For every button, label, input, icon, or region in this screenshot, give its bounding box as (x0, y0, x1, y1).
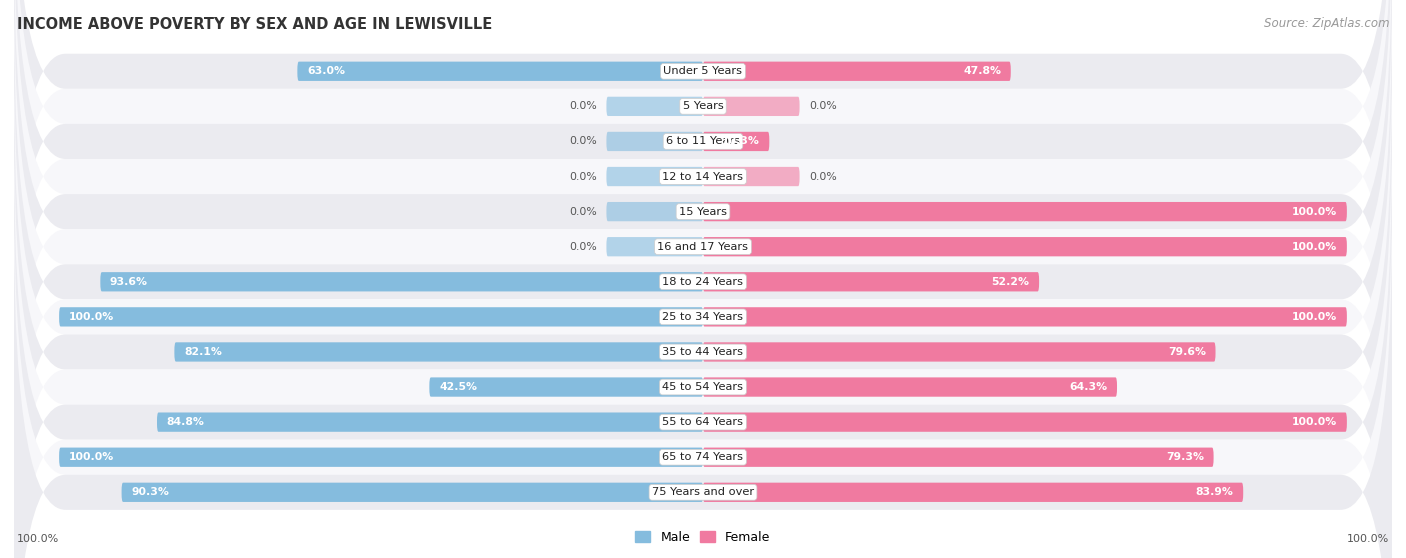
Text: 100.0%: 100.0% (69, 452, 114, 462)
Text: 45 to 54 Years: 45 to 54 Years (662, 382, 744, 392)
FancyBboxPatch shape (157, 412, 703, 432)
Text: 79.6%: 79.6% (1168, 347, 1206, 357)
FancyBboxPatch shape (174, 342, 703, 362)
Text: 64.3%: 64.3% (1069, 382, 1108, 392)
Text: 12 to 14 Years: 12 to 14 Years (662, 171, 744, 181)
FancyBboxPatch shape (606, 97, 703, 116)
FancyBboxPatch shape (703, 237, 1347, 256)
Text: 15 Years: 15 Years (679, 206, 727, 217)
FancyBboxPatch shape (14, 0, 1392, 405)
Text: 100.0%: 100.0% (69, 312, 114, 322)
Text: 35 to 44 Years: 35 to 44 Years (662, 347, 744, 357)
FancyBboxPatch shape (14, 159, 1392, 558)
Text: 42.5%: 42.5% (439, 382, 477, 392)
FancyBboxPatch shape (606, 237, 703, 256)
FancyBboxPatch shape (100, 272, 703, 291)
Text: Under 5 Years: Under 5 Years (664, 66, 742, 76)
FancyBboxPatch shape (703, 342, 1216, 362)
FancyBboxPatch shape (14, 18, 1392, 545)
FancyBboxPatch shape (703, 97, 800, 116)
Legend: Male, Female: Male, Female (630, 526, 776, 549)
Text: 16 and 17 Years: 16 and 17 Years (658, 242, 748, 252)
Text: 100.0%: 100.0% (1292, 206, 1337, 217)
FancyBboxPatch shape (703, 202, 1347, 222)
Text: 47.8%: 47.8% (963, 66, 1001, 76)
FancyBboxPatch shape (703, 272, 1039, 291)
Text: 63.0%: 63.0% (307, 66, 344, 76)
FancyBboxPatch shape (703, 483, 1243, 502)
Text: 55 to 64 Years: 55 to 64 Years (662, 417, 744, 427)
FancyBboxPatch shape (14, 89, 1392, 558)
Text: 52.2%: 52.2% (991, 277, 1029, 287)
Text: 5 Years: 5 Years (683, 102, 723, 112)
FancyBboxPatch shape (297, 61, 703, 81)
FancyBboxPatch shape (59, 448, 703, 467)
Text: 100.0%: 100.0% (1347, 534, 1389, 544)
Text: 18 to 24 Years: 18 to 24 Years (662, 277, 744, 287)
FancyBboxPatch shape (14, 0, 1392, 510)
Text: 0.0%: 0.0% (569, 206, 596, 217)
FancyBboxPatch shape (703, 61, 1011, 81)
Text: 75 Years and over: 75 Years and over (652, 487, 754, 497)
Text: 100.0%: 100.0% (17, 534, 59, 544)
Text: 0.0%: 0.0% (810, 171, 837, 181)
Text: 0.0%: 0.0% (569, 102, 596, 112)
FancyBboxPatch shape (606, 132, 703, 151)
FancyBboxPatch shape (606, 202, 703, 222)
Text: 6 to 11 Years: 6 to 11 Years (666, 137, 740, 146)
FancyBboxPatch shape (14, 0, 1392, 475)
FancyBboxPatch shape (14, 229, 1392, 558)
Text: 0.0%: 0.0% (810, 102, 837, 112)
FancyBboxPatch shape (14, 0, 1392, 440)
Text: 0.0%: 0.0% (569, 171, 596, 181)
Text: 100.0%: 100.0% (1292, 417, 1337, 427)
Text: 65 to 74 Years: 65 to 74 Years (662, 452, 744, 462)
Text: 25 to 34 Years: 25 to 34 Years (662, 312, 744, 322)
FancyBboxPatch shape (703, 412, 1347, 432)
FancyBboxPatch shape (14, 0, 1392, 369)
FancyBboxPatch shape (703, 377, 1116, 397)
Text: 83.9%: 83.9% (1195, 487, 1233, 497)
FancyBboxPatch shape (14, 124, 1392, 558)
FancyBboxPatch shape (606, 167, 703, 186)
Text: 10.3%: 10.3% (721, 137, 759, 146)
FancyBboxPatch shape (703, 132, 769, 151)
FancyBboxPatch shape (121, 483, 703, 502)
Text: 0.0%: 0.0% (569, 242, 596, 252)
Text: Source: ZipAtlas.com: Source: ZipAtlas.com (1264, 17, 1389, 30)
Text: 100.0%: 100.0% (1292, 242, 1337, 252)
Text: 84.8%: 84.8% (167, 417, 204, 427)
Text: 100.0%: 100.0% (1292, 312, 1337, 322)
FancyBboxPatch shape (14, 54, 1392, 558)
Text: 90.3%: 90.3% (131, 487, 169, 497)
FancyBboxPatch shape (429, 377, 703, 397)
Text: 93.6%: 93.6% (110, 277, 148, 287)
Text: INCOME ABOVE POVERTY BY SEX AND AGE IN LEWISVILLE: INCOME ABOVE POVERTY BY SEX AND AGE IN L… (17, 17, 492, 32)
FancyBboxPatch shape (59, 307, 703, 326)
FancyBboxPatch shape (14, 0, 1392, 334)
FancyBboxPatch shape (703, 307, 1347, 326)
FancyBboxPatch shape (703, 167, 800, 186)
Text: 0.0%: 0.0% (569, 137, 596, 146)
FancyBboxPatch shape (703, 448, 1213, 467)
Text: 79.3%: 79.3% (1166, 452, 1204, 462)
FancyBboxPatch shape (14, 194, 1392, 558)
Text: 82.1%: 82.1% (184, 347, 222, 357)
